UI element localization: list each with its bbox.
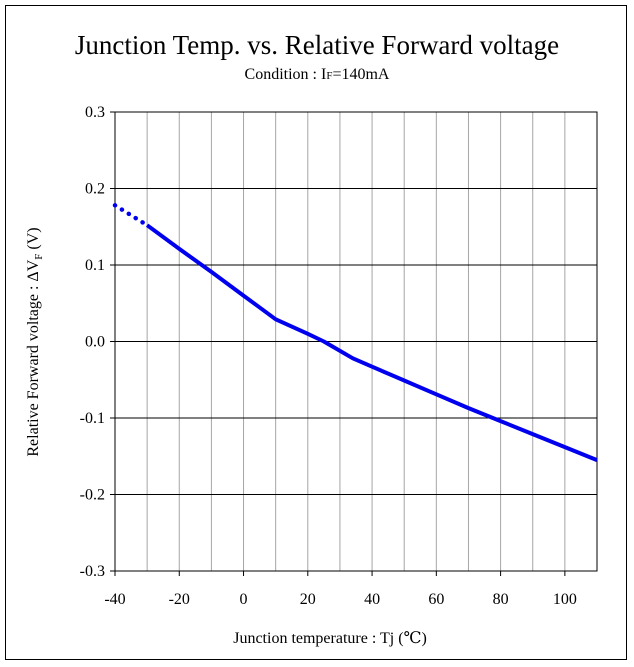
y-axis-title-subscript: F: [33, 254, 45, 260]
y-axis-title-suffix: (V): [25, 227, 42, 253]
chart-title: Junction Temp. vs. Relative Forward volt…: [74, 30, 560, 60]
x-tick-label: 60: [428, 591, 444, 608]
grid-layer: [115, 112, 597, 571]
y-tick-label: 0.1: [85, 257, 105, 274]
subtitle-suffix: =140mA: [332, 66, 390, 83]
y-tick-label: -0.3: [80, 563, 105, 580]
y-tick-label: -0.1: [80, 410, 105, 427]
y-axis-title-prefix: Relative Forward voltage : ΔV: [25, 259, 42, 456]
x-tick-label: 100: [553, 591, 577, 608]
y-tick-label: -0.2: [80, 487, 105, 504]
chart-subtitle: Condition : IF=140mA: [0, 66, 634, 84]
y-tick-label: 0.2: [85, 181, 105, 198]
tick-layer: 0.3 0.2 0.1 0.0 -0.1 -0.2 -0.3 -40 -20 0 20 40 60 80 1…: [80, 104, 577, 608]
series-line-solid: [145, 223, 598, 462]
x-axis-title: Junction temperature : Tj (℃): [233, 630, 427, 647]
subtitle-prefix: Condition : I: [244, 66, 327, 83]
x-tick-label: -40: [104, 591, 125, 608]
series-line-dotted: [112, 203, 150, 228]
chart-frame: [5, 5, 627, 660]
series-layer: [112, 203, 598, 462]
x-tick-label: 20: [300, 591, 316, 608]
x-tick-label: 40: [364, 591, 380, 608]
x-tick-label: 0: [240, 591, 248, 608]
y-tick-label: 0.3: [85, 104, 105, 121]
y-axis-title: Relative Forward voltage : ΔVF (V): [25, 227, 45, 456]
y-tick-label: 0.0: [85, 334, 105, 351]
x-tick-label: -20: [169, 591, 190, 608]
subtitle-subscript: F: [326, 70, 333, 82]
x-tick-label: 80: [493, 591, 509, 608]
